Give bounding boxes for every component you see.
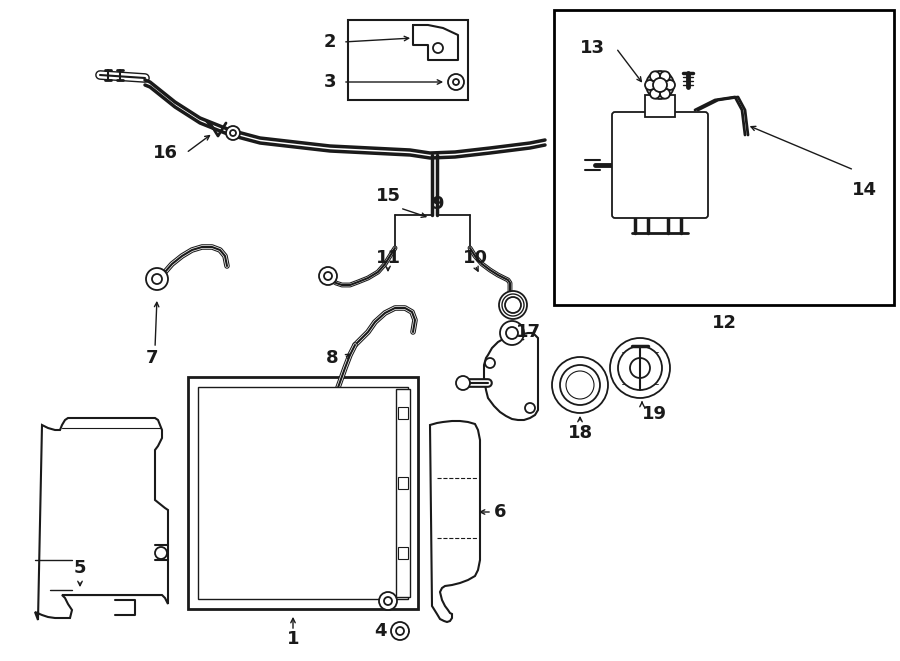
Circle shape <box>453 79 459 85</box>
Circle shape <box>152 274 162 284</box>
Text: 18: 18 <box>567 424 592 442</box>
Circle shape <box>500 321 524 345</box>
Circle shape <box>630 358 650 378</box>
Text: 16: 16 <box>152 144 177 162</box>
Bar <box>398 547 408 559</box>
Circle shape <box>230 130 236 136</box>
Text: 11: 11 <box>375 249 401 267</box>
Text: 6: 6 <box>494 503 506 521</box>
Text: 4: 4 <box>374 622 386 640</box>
Polygon shape <box>484 333 538 420</box>
Circle shape <box>146 268 168 290</box>
Text: 19: 19 <box>642 405 667 423</box>
Circle shape <box>506 327 518 339</box>
Bar <box>645 95 675 117</box>
Circle shape <box>396 627 404 635</box>
Text: 13: 13 <box>580 39 605 57</box>
Circle shape <box>456 376 470 390</box>
Text: 8: 8 <box>326 349 338 367</box>
Polygon shape <box>35 418 168 620</box>
Circle shape <box>384 597 392 605</box>
Circle shape <box>155 547 167 559</box>
Bar <box>398 407 408 419</box>
Circle shape <box>391 622 409 640</box>
Bar <box>398 477 408 489</box>
Circle shape <box>485 358 495 368</box>
Circle shape <box>552 357 608 413</box>
Text: 12: 12 <box>712 314 736 332</box>
Bar <box>198 387 408 599</box>
Circle shape <box>653 78 667 92</box>
Text: 5: 5 <box>74 559 86 577</box>
Circle shape <box>650 89 660 98</box>
Circle shape <box>610 338 670 398</box>
Circle shape <box>645 80 655 90</box>
FancyBboxPatch shape <box>612 112 708 218</box>
Text: 15: 15 <box>375 187 401 205</box>
Circle shape <box>505 297 521 313</box>
Circle shape <box>618 346 662 390</box>
Circle shape <box>665 80 675 90</box>
Text: 2: 2 <box>324 33 337 51</box>
Bar <box>396 389 410 597</box>
Circle shape <box>226 126 240 140</box>
Circle shape <box>448 74 464 90</box>
Circle shape <box>433 43 443 53</box>
Circle shape <box>324 272 332 280</box>
Circle shape <box>660 89 670 98</box>
Text: 7: 7 <box>146 349 158 367</box>
Text: 10: 10 <box>463 249 488 267</box>
Circle shape <box>650 71 660 81</box>
Polygon shape <box>430 421 480 622</box>
Bar <box>188 377 418 609</box>
Text: 3: 3 <box>324 73 337 91</box>
Circle shape <box>560 365 600 405</box>
Circle shape <box>319 267 337 285</box>
Text: 17: 17 <box>516 323 541 341</box>
Circle shape <box>525 403 535 413</box>
Circle shape <box>660 71 670 81</box>
Circle shape <box>646 71 674 99</box>
Circle shape <box>499 291 527 319</box>
Circle shape <box>379 592 397 610</box>
Text: 14: 14 <box>851 181 877 199</box>
Bar <box>554 10 894 305</box>
Text: 1: 1 <box>287 630 299 648</box>
Text: 9: 9 <box>431 195 443 213</box>
Bar <box>348 20 468 100</box>
